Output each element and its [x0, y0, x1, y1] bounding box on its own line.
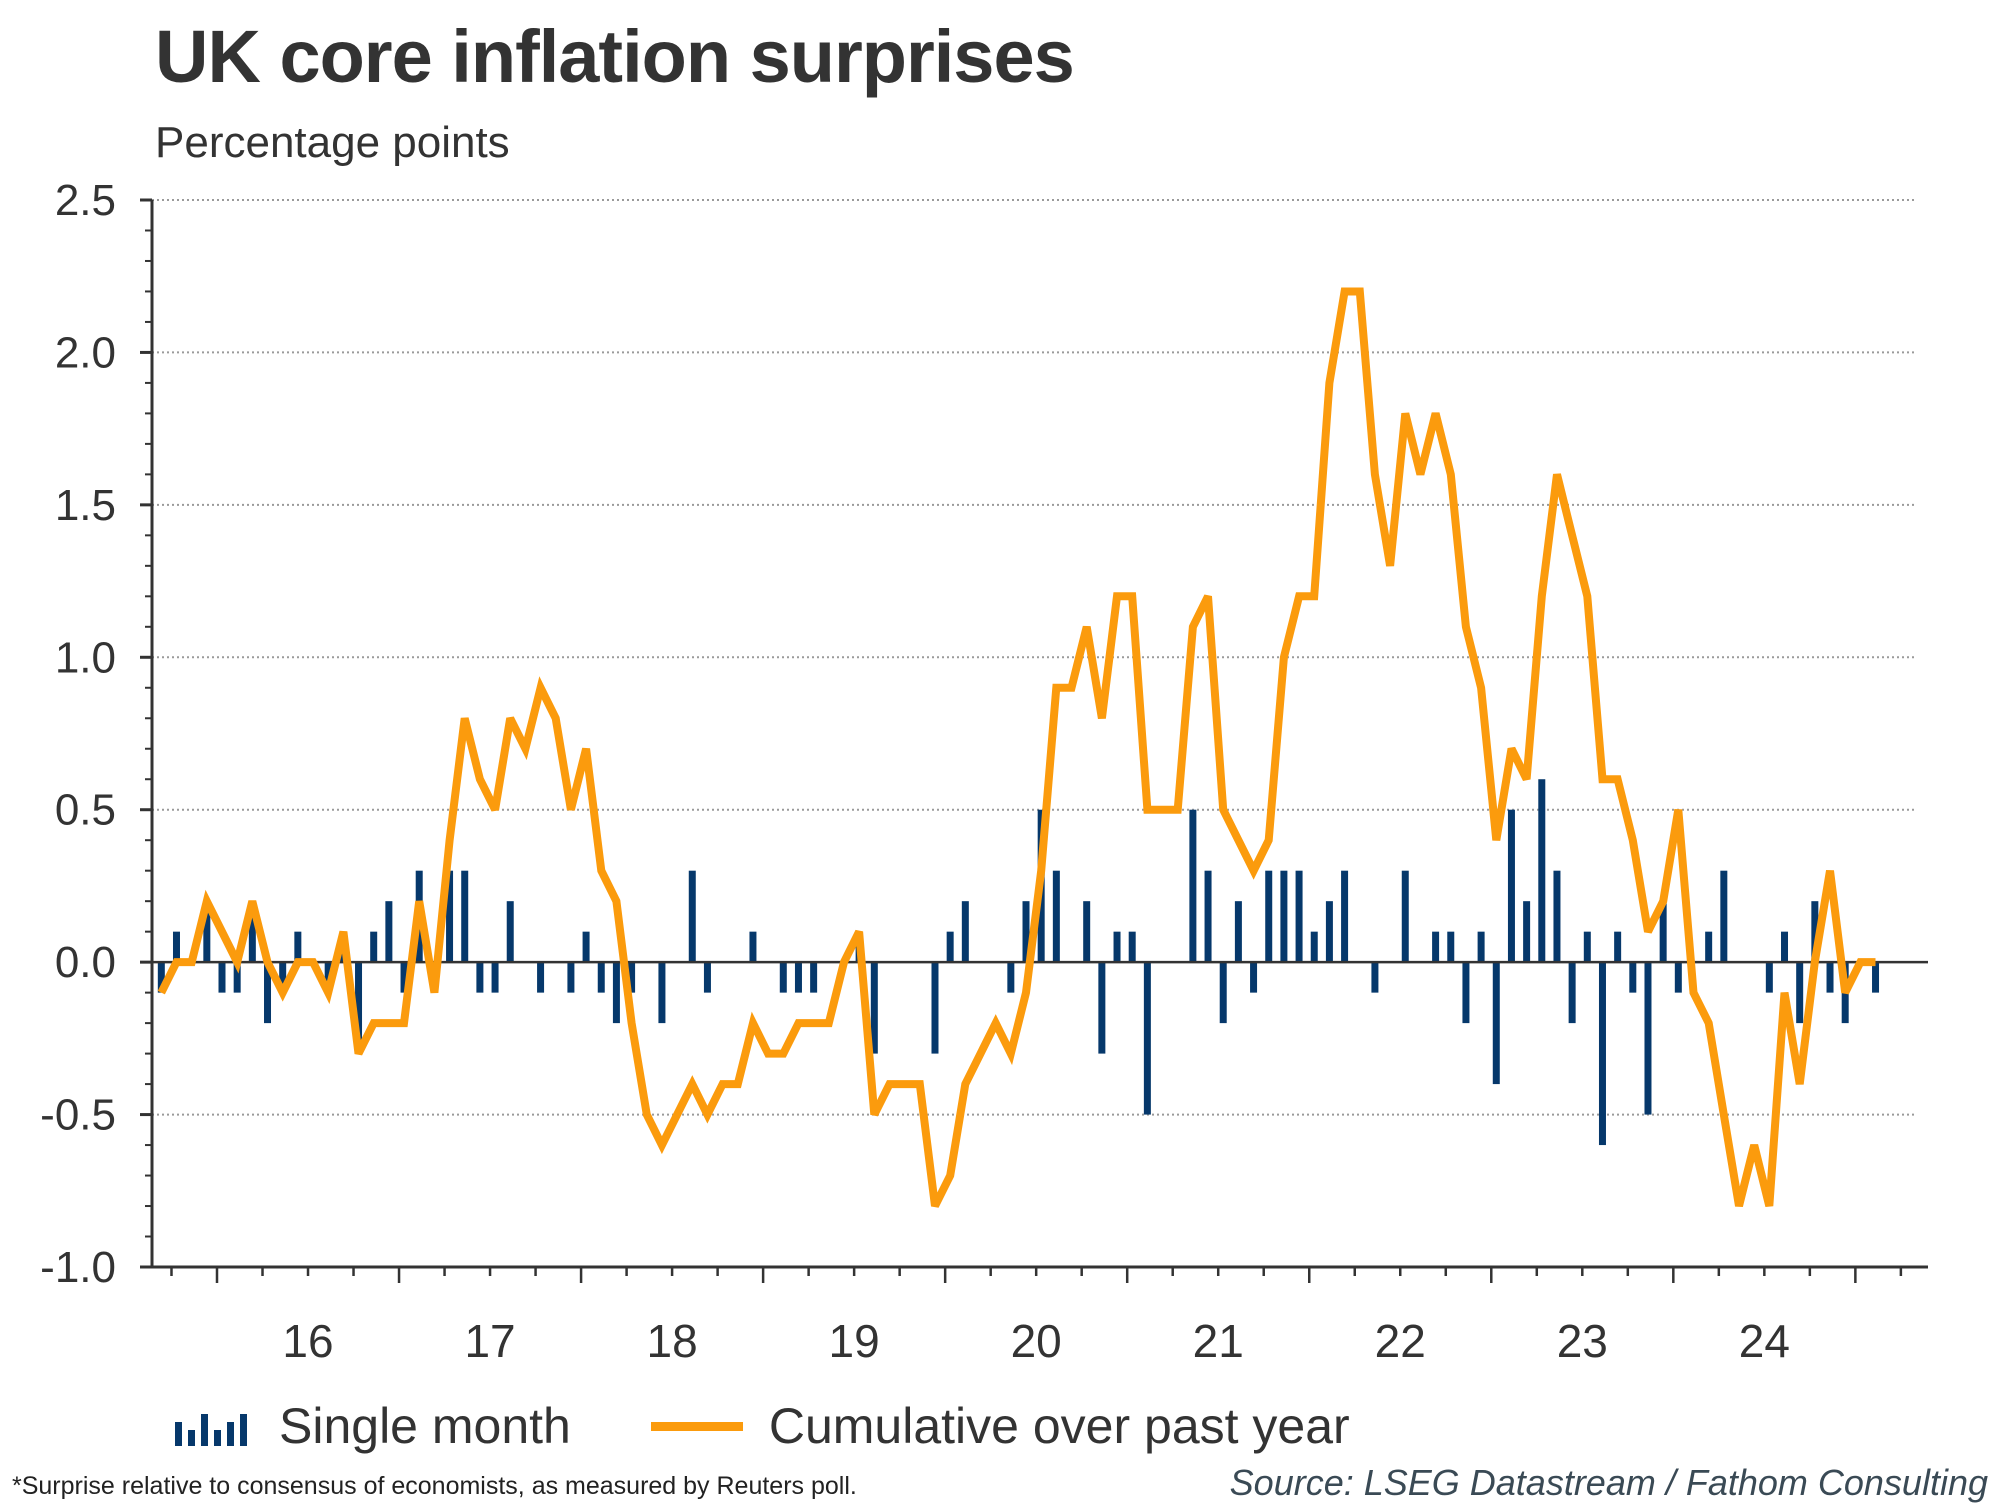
bar-single-month — [492, 962, 499, 992]
y-tick-label: 0.0 — [55, 938, 116, 987]
bar-single-month — [476, 962, 483, 992]
bar-single-month — [1083, 901, 1090, 962]
bar-single-month — [1720, 871, 1727, 962]
bar-series-icon — [175, 1406, 253, 1446]
bar-single-month — [1599, 962, 1606, 1145]
bar-single-month — [567, 962, 574, 992]
bar-single-month — [583, 932, 590, 962]
bar-single-month — [658, 962, 665, 1023]
bar-single-month — [1220, 962, 1227, 1023]
footnote: *Surprise relative to consensus of econo… — [12, 1472, 857, 1501]
bar-single-month — [1007, 962, 1014, 992]
bar-single-month — [1584, 932, 1591, 962]
bar-single-month — [1523, 901, 1530, 962]
bar-single-month — [1478, 932, 1485, 962]
legend-item-single-month: Single month — [175, 1397, 571, 1455]
bar-single-month — [1629, 962, 1636, 992]
bar-single-month — [1827, 962, 1834, 992]
x-tick-label: 21 — [1193, 1315, 1244, 1367]
source-note: Source: LSEG Datastream / Fathom Consult… — [1230, 1462, 1988, 1504]
bar-single-month — [1781, 932, 1788, 962]
legend-item-cumulative: Cumulative over past year — [651, 1397, 1350, 1455]
bar-single-month — [810, 962, 817, 992]
y-tick-label: 2.5 — [55, 176, 116, 225]
bar-single-month — [1705, 932, 1712, 962]
x-tick-label: 24 — [1739, 1315, 1790, 1367]
bar-single-month — [613, 962, 620, 1023]
bar-single-month — [749, 932, 756, 962]
x-tick-label: 19 — [829, 1315, 880, 1367]
bar-single-month — [1371, 962, 1378, 992]
bar-single-month — [1796, 962, 1803, 1023]
line-cumulative — [161, 292, 1875, 1207]
bar-single-month — [1675, 962, 1682, 992]
bar-single-month — [537, 962, 544, 992]
bar-single-month — [1053, 871, 1060, 962]
legend-label-single-month: Single month — [279, 1397, 571, 1455]
bar-single-month — [931, 962, 938, 1053]
bar-single-month — [1432, 932, 1439, 962]
bar-single-month — [1614, 932, 1621, 962]
bar-single-month — [461, 871, 468, 962]
bar-single-month — [1326, 901, 1333, 962]
bar-single-month — [1098, 962, 1105, 1053]
bar-single-month — [385, 901, 392, 962]
bar-single-month — [780, 962, 787, 992]
legend-label-cumulative: Cumulative over past year — [769, 1397, 1350, 1455]
y-tick-label: 1.5 — [55, 481, 116, 530]
axes — [140, 200, 1928, 1283]
bar-single-month — [1235, 901, 1242, 962]
bar-single-month — [1447, 932, 1454, 962]
y-tick-label: -1.0 — [40, 1243, 116, 1292]
bar-single-month — [1402, 871, 1409, 962]
bar-single-month — [1265, 871, 1272, 962]
bar-single-month — [1766, 962, 1773, 992]
bar-single-month — [1129, 932, 1136, 962]
bar-single-month — [1296, 871, 1303, 962]
bar-single-month — [1644, 962, 1651, 1114]
bar-single-month — [1341, 871, 1348, 962]
bar-single-month — [1493, 962, 1500, 1084]
x-tick-label: 23 — [1557, 1315, 1608, 1367]
bar-single-month — [1569, 962, 1576, 1023]
y-tick-label: -0.5 — [40, 1091, 116, 1140]
y-tick-label: 1.0 — [55, 633, 116, 682]
x-tick-label: 20 — [1011, 1315, 1062, 1367]
bar-single-month — [294, 932, 301, 962]
bar-single-month — [1144, 962, 1151, 1114]
bar-single-month — [1538, 779, 1545, 962]
bar-single-month — [1311, 932, 1318, 962]
bar-single-month — [507, 901, 514, 962]
bar-single-month — [219, 962, 226, 992]
x-tick-label: 22 — [1375, 1315, 1426, 1367]
x-tick-label: 18 — [647, 1315, 698, 1367]
legend: Single month Cumulative over past year — [175, 1396, 1430, 1456]
bar-single-month — [370, 932, 377, 962]
bar-single-month — [947, 932, 954, 962]
bar-single-month — [1508, 810, 1515, 962]
bar-single-month — [1114, 932, 1121, 962]
bar-single-month — [173, 932, 180, 962]
bar-single-month — [1872, 962, 1879, 992]
x-tick-label: 16 — [282, 1315, 333, 1367]
x-tick-label: 17 — [464, 1315, 515, 1367]
y-tick-label: 2.0 — [55, 328, 116, 377]
bar-single-month — [962, 901, 969, 962]
bar-single-month — [1462, 962, 1469, 1023]
bar-single-month — [1189, 810, 1196, 962]
bar-single-month — [795, 962, 802, 992]
y-tick-label: 0.5 — [55, 786, 116, 835]
bar-single-month — [704, 962, 711, 992]
bar-single-month — [1280, 871, 1287, 962]
bar-single-month — [598, 962, 605, 992]
bar-single-month — [1205, 871, 1212, 962]
cumulative-line-layer — [161, 291, 1875, 1206]
bar-single-month — [1553, 871, 1560, 962]
line-series-icon — [651, 1422, 743, 1431]
bar-single-month — [689, 871, 696, 962]
bar-single-month — [1250, 962, 1257, 992]
